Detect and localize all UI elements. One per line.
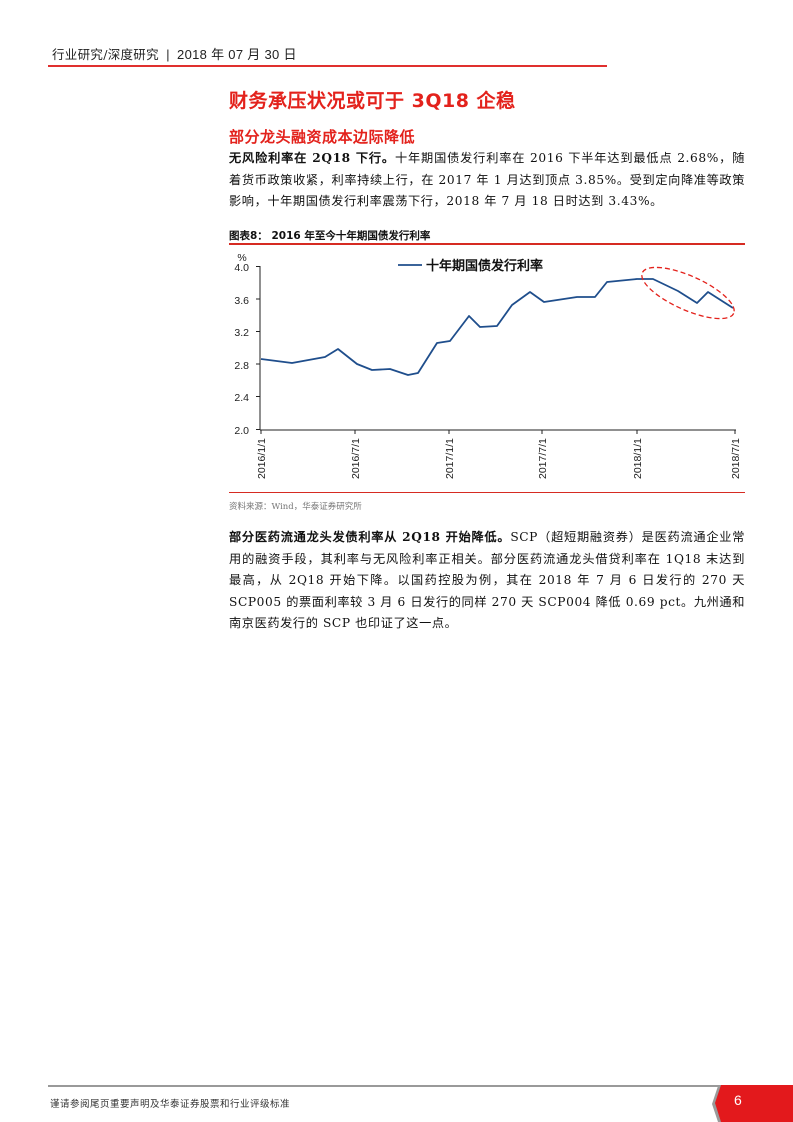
report-header: 行业研究/深度研究 | 2018 年 07 月 30 日 (52, 44, 297, 63)
y-axis-tick-labels: 4.0 3.6 3.2 2.8 2.4 2.0 (234, 262, 249, 437)
page-number: 6 (734, 1092, 742, 1108)
y-tick-label: 2.4 (234, 392, 249, 404)
x-tick-label: 2018/1/1 (632, 438, 644, 479)
paragraph-scp-rates: 部分医药流通龙头发债利率从 2Q18 开始降低。SCP（超短期融资券）是医药流通… (229, 527, 745, 635)
y-tick-label: 3.6 (234, 295, 249, 307)
chart-axes (256, 266, 736, 434)
paragraph-body: 十年期国债发行利率在 2016 下半年达到最低点 2.68%，随着货币政策收紧，… (229, 151, 745, 208)
section-subtitle: 部分龙头融资成本边际降低 (229, 128, 416, 146)
page-number-tab (712, 1085, 793, 1122)
x-tick-label: 2017/7/1 (537, 438, 549, 479)
legend-label: 十年期国债发行利率 (426, 258, 543, 274)
figure-top-rule (229, 243, 745, 245)
highlight-ellipse-annotation (641, 266, 735, 320)
line-chart: % 4.0 3.6 3.2 2.8 2.4 2.0 2016/1/1 2016/… (234, 252, 742, 479)
y-tick-label: 2.0 (234, 425, 249, 437)
y-tick-label: 2.8 (234, 360, 249, 372)
paragraph-lead: 部分医药流通龙头发债利率从 2Q18 开始降低。 (229, 530, 511, 544)
y-tick-label: 3.2 (234, 327, 249, 339)
x-tick-label: 2017/1/1 (444, 438, 456, 479)
paragraph-body: SCP（超短期融资券）是医药流通企业常用的融资手段，其利率与无风险利率正相关。部… (229, 530, 745, 630)
x-axis-tick-labels: 2016/1/1 2016/7/1 2017/1/1 2017/7/1 2018… (256, 438, 742, 479)
figure-bottom-rule (229, 492, 745, 493)
report-date: 2018 年 07 月 30 日 (177, 47, 297, 62)
section-title: 财务承压状况或可于 3Q18 企稳 (229, 90, 516, 112)
footer-divider (48, 1085, 730, 1087)
figure-source: 资料来源：Wind，华泰证券研究所 (229, 502, 362, 512)
x-tick-label: 2016/1/1 (256, 438, 268, 479)
chart-legend: 十年期国债发行利率 (398, 258, 543, 274)
header-divider (48, 65, 607, 67)
header-separator: | (166, 48, 170, 62)
figure-caption: 图表8： 2016 年至今十年期国债发行利率 (229, 230, 431, 242)
y-tick-label: 4.0 (234, 262, 249, 274)
report-category: 行业研究/深度研究 (52, 47, 159, 62)
series-line-10y-bond-rate (260, 278, 734, 376)
x-tick-label: 2016/7/1 (350, 438, 362, 479)
y-axis-unit: % (237, 252, 246, 264)
footer-disclaimer: 谨请参阅尾页重要声明及华泰证券股票和行业评级标准 (50, 1099, 291, 1110)
x-tick-label: 2018/7/1 (730, 438, 742, 479)
paragraph-risk-free-rate: 无风险利率在 2Q18 下行。十年期国债发行利率在 2016 下半年达到最低点 … (229, 148, 745, 213)
paragraph-lead: 无风险利率在 2Q18 下行。 (229, 151, 395, 165)
